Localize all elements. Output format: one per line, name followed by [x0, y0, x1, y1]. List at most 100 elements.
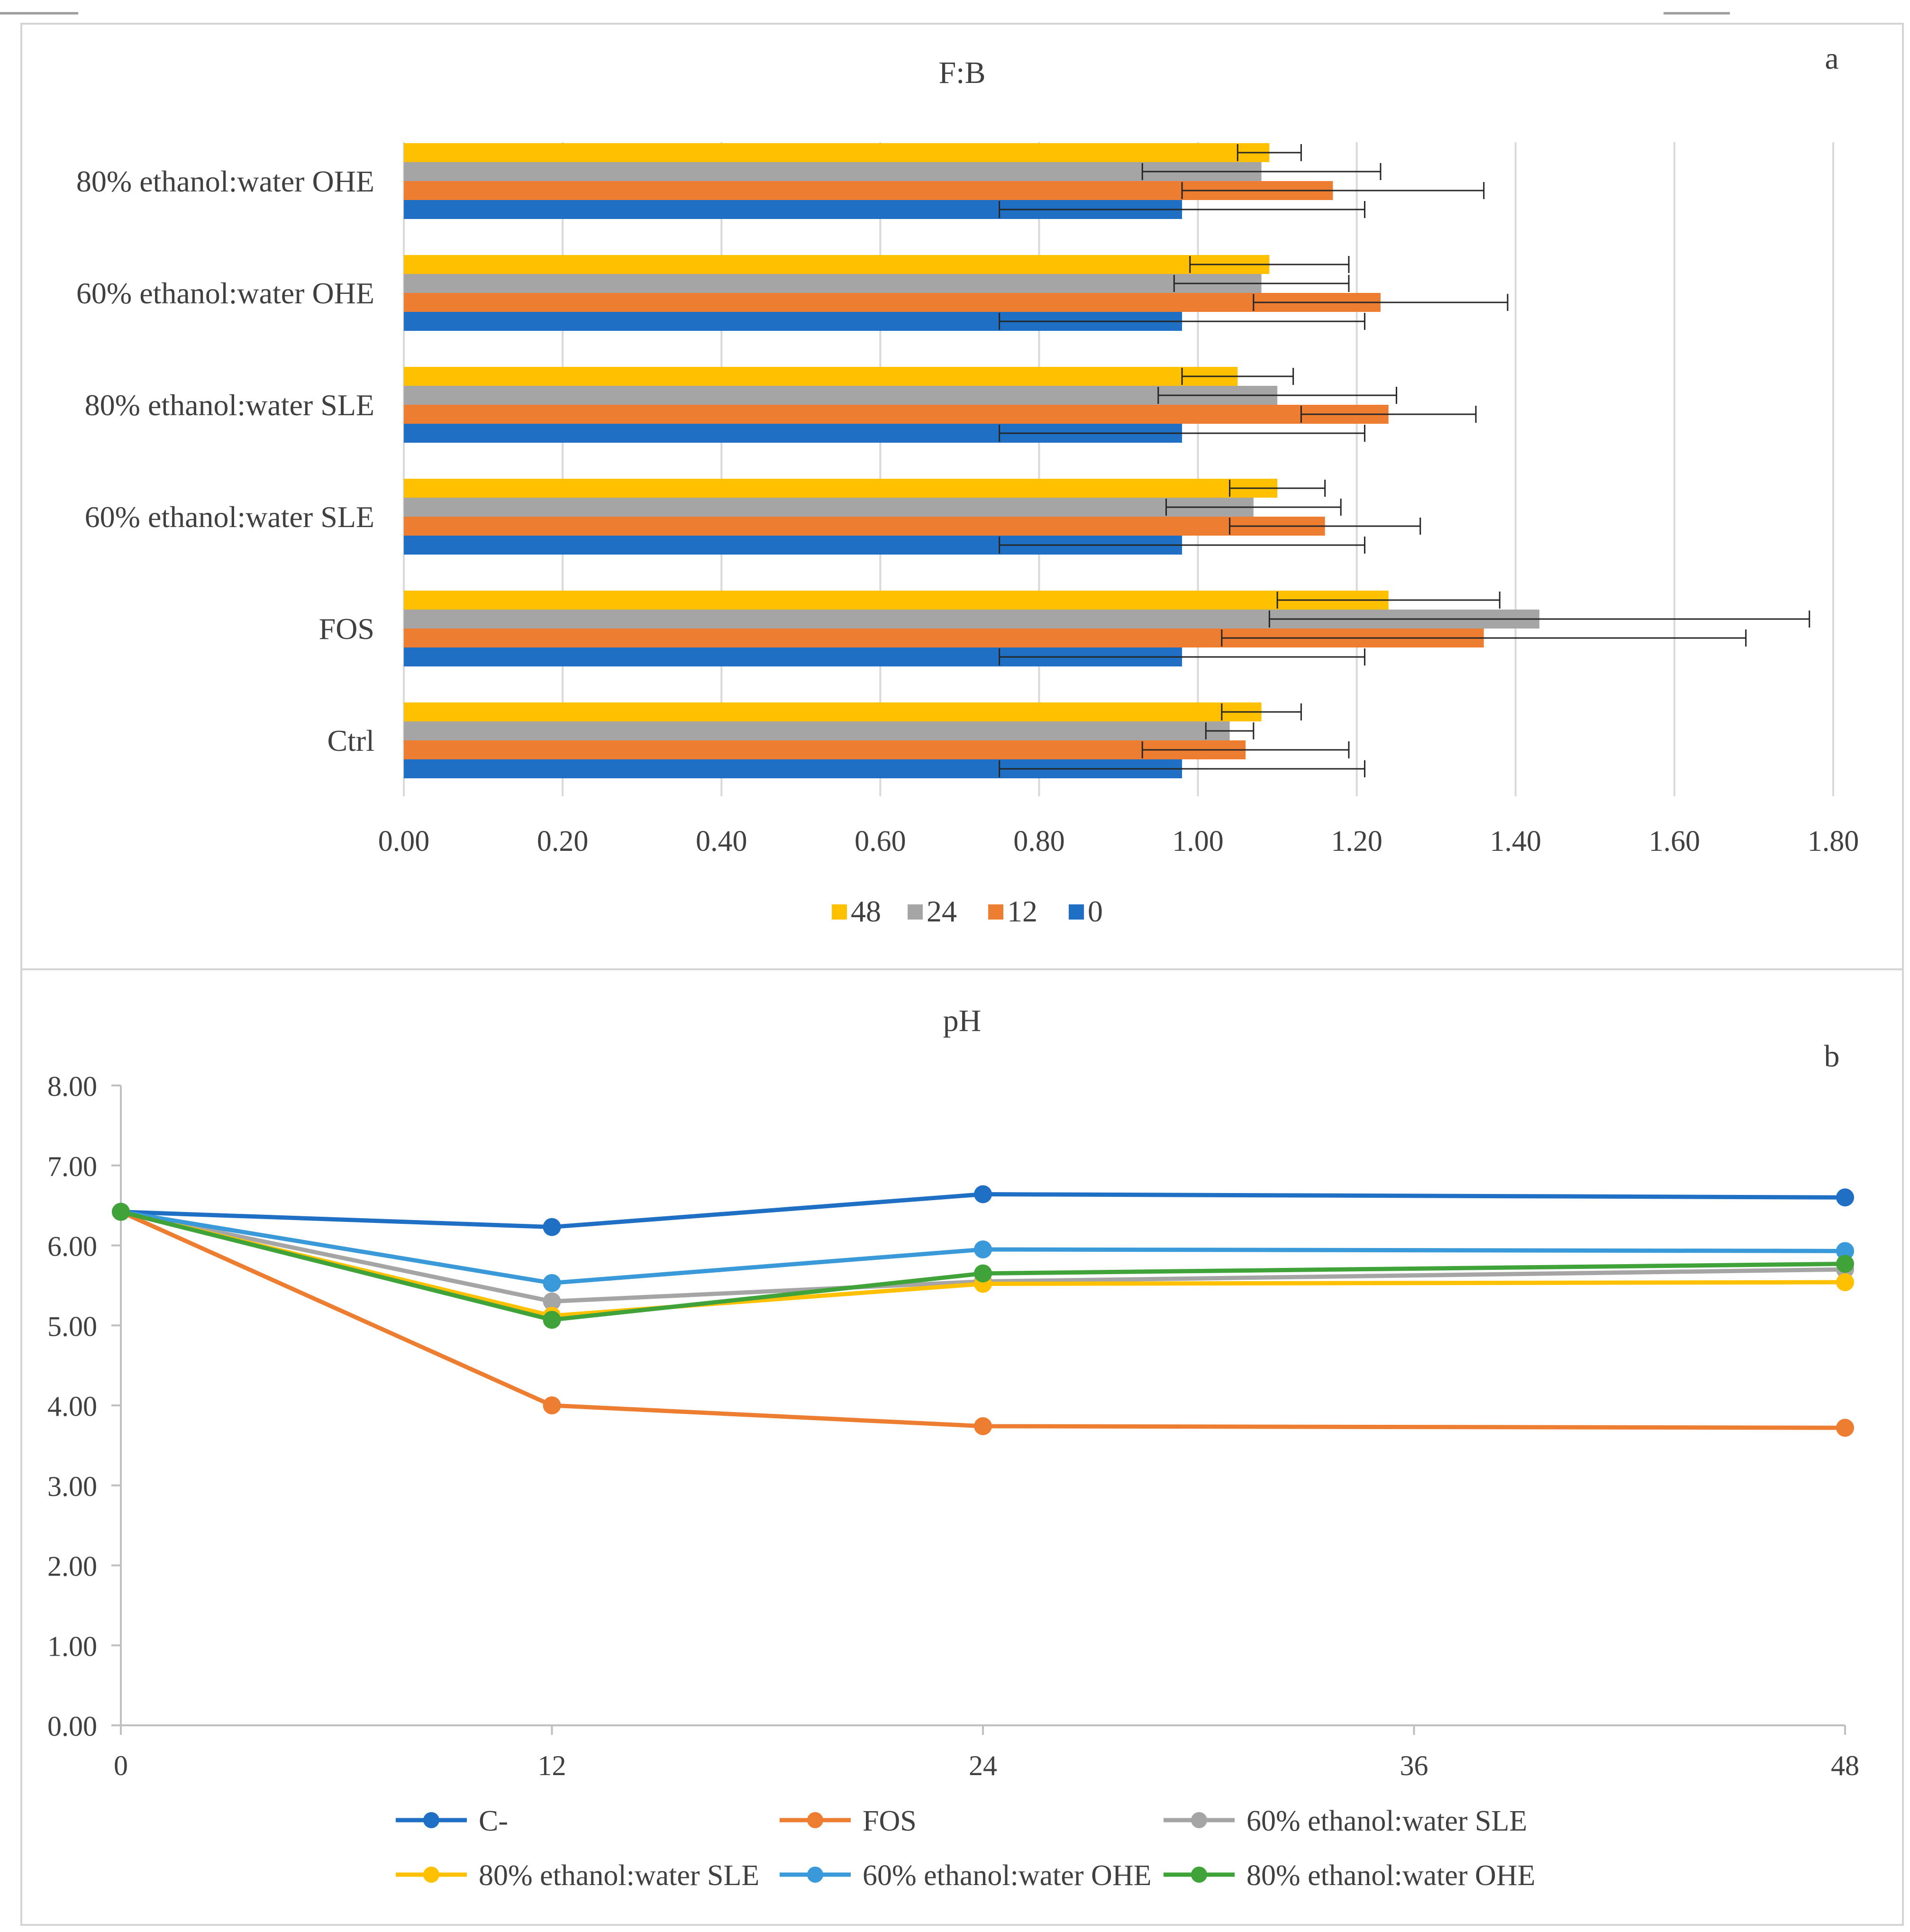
- error-bar-80-ethanol-water-ohe-t24: [1141, 163, 1382, 180]
- line-chart-panel: pH b 0.00 1.00 2.00 3.00 4.00 5.00 6.00 7.00 8.0…: [20, 968, 1904, 1926]
- bar-80-ethanol-water-sle-t48: [404, 367, 1238, 386]
- point-fos-x48: [1836, 1419, 1854, 1437]
- x-tick-label: 0.40: [696, 825, 747, 857]
- point-60-ethanol-water-ohe-x12: [543, 1274, 561, 1292]
- error-bar-60-ethanol-water-ohe-t24: [1173, 275, 1350, 292]
- bar-60-ethanol-water-ohe-t24: [404, 274, 1262, 293]
- error-bar-80-ethanol-water-sle-t12: [1300, 406, 1477, 423]
- y-tick-label: 6.00: [47, 1231, 97, 1262]
- x-tick-label: 36: [1400, 1750, 1428, 1781]
- y-tick-label: 5.00: [47, 1311, 97, 1342]
- error-bar-ctrl-t24: [1205, 722, 1255, 739]
- y-tick-label: 4.00: [47, 1391, 97, 1422]
- bar-80-ethanol-water-ohe-t12: [404, 181, 1333, 200]
- error-bar-80-ethanol-water-ohe-t0: [999, 201, 1365, 218]
- error-bar-60-ethanol-water-sle-t24: [1165, 499, 1342, 516]
- line-chart-series: [112, 1185, 1854, 1437]
- error-bar-60-ethanol-water-sle-t12: [1229, 518, 1421, 535]
- legend-marker: [807, 1812, 823, 1828]
- bar-80-ethanol-water-sle-t24: [404, 386, 1278, 405]
- x-tick-label: 1.40: [1490, 825, 1542, 857]
- bar-60-ethanol-water-sle-t12: [404, 517, 1325, 536]
- legend-item-c: C-: [396, 1805, 508, 1837]
- legend-label: 80% ethanol:water SLE: [479, 1859, 759, 1892]
- line-fos: [120, 1210, 1846, 1430]
- category-label-80-ethanol-water-sle: 80% ethanol:water SLE: [85, 388, 374, 422]
- point-fos-x12: [543, 1396, 561, 1414]
- bar-chart-panel: F:B a Ctrl FOS 60% ethanol:water SLE 80% et…: [20, 23, 1904, 970]
- bar-60-ethanol-water-ohe-t48: [404, 255, 1270, 274]
- point-80-ethanol-water-ohe-x12: [543, 1311, 561, 1329]
- point-80-ethanol-water-ohe-x24: [974, 1264, 992, 1283]
- y-tick-label: 3.00: [47, 1471, 97, 1502]
- error-bar-60-ethanol-water-ohe-t12: [1253, 294, 1509, 311]
- point-fos-x24: [974, 1417, 992, 1435]
- category-label-60-ethanol-water-sle: 60% ethanol:water SLE: [85, 500, 374, 534]
- x-tick-label: 1.20: [1331, 825, 1382, 857]
- x-tick-label: 0.00: [378, 825, 430, 857]
- legend-swatch-24: [908, 904, 923, 920]
- legend-label-48: 48: [851, 894, 881, 928]
- line-chart-axes: [111, 1084, 1846, 1735]
- x-tick-label: 1.00: [1172, 825, 1224, 857]
- bar-60-ethanol-water-ohe-t12: [404, 293, 1381, 312]
- bar-chart-title: F:B: [938, 55, 985, 90]
- error-bar-ctrl-t12: [1141, 741, 1350, 758]
- legend-item-60-ethanol-water-sle: 60% ethanol:water SLE: [1164, 1805, 1527, 1837]
- bar-80-ethanol-water-ohe-t48: [404, 143, 1270, 162]
- line-chart-y-tick-labels: 0.00 1.00 2.00 3.00 4.00 5.00 6.00 7.00 8.00: [47, 1071, 97, 1742]
- x-tick-label: 1.60: [1649, 825, 1701, 857]
- legend-swatch-12: [988, 904, 1003, 920]
- legend-marker: [423, 1867, 439, 1883]
- legend-item-60-ethanol-water-ohe: 60% ethanol:water OHE: [780, 1859, 1151, 1892]
- x-tick-label: 0.60: [855, 825, 906, 857]
- point-c-x48: [1836, 1188, 1854, 1207]
- legend-label-0: 0: [1088, 894, 1103, 928]
- point-c-x12: [543, 1218, 561, 1236]
- category-label-fos: FOS: [319, 612, 374, 646]
- x-tick-label: 0.80: [1013, 825, 1065, 857]
- legend-swatch-48: [832, 904, 847, 920]
- y-tick-label: 7.00: [47, 1151, 97, 1182]
- legend-item-fos: FOS: [780, 1805, 917, 1837]
- legend-label: 80% ethanol:water OHE: [1246, 1859, 1535, 1892]
- bar-ctrl-t48: [404, 702, 1262, 721]
- point-60-ethanol-water-ohe-x48: [1836, 1242, 1854, 1260]
- error-bar-ctrl-t48: [1221, 703, 1302, 720]
- x-tick-label: 12: [538, 1750, 566, 1781]
- legend-marker: [1191, 1867, 1207, 1883]
- panel-label-a: a: [1825, 41, 1838, 76]
- error-bar-60-ethanol-water-ohe-t48: [1189, 256, 1350, 273]
- bar-fos-t48: [404, 591, 1389, 610]
- legend-label: 60% ethanol:water OHE: [863, 1859, 1151, 1892]
- y-tick-label: 1.00: [47, 1631, 97, 1662]
- category-label-60-ethanol-water-ohe: 60% ethanol:water OHE: [76, 276, 374, 310]
- line-chart-frame: [20, 968, 1904, 1926]
- x-tick-label: 0: [114, 1750, 128, 1781]
- bar-chart-legend: 48 24 12 0: [832, 894, 1103, 928]
- error-bar-fos-t0: [999, 648, 1365, 665]
- line-60-ethanol-water-ohe: [120, 1210, 1846, 1285]
- line-chart-x-tick-labels: 0 12 24 36 48: [114, 1750, 1859, 1781]
- error-bar-ctrl-t0: [999, 760, 1365, 777]
- legend-swatch-0: [1069, 904, 1084, 920]
- line-80-ethanol-water-ohe: [120, 1210, 1846, 1322]
- bar-ctrl-t12: [404, 740, 1246, 759]
- legend-item-80-ethanol-water-sle: 80% ethanol:water SLE: [396, 1859, 759, 1892]
- y-tick-label: 8.00: [47, 1071, 97, 1102]
- point-80-ethanol-water-ohe-x48: [1836, 1255, 1854, 1273]
- panel-label-b: b: [1824, 1039, 1840, 1074]
- legend-label: FOS: [863, 1805, 917, 1837]
- error-bar-60-ethanol-water-sle-t48: [1229, 480, 1326, 497]
- bar-ctrl-t24: [404, 721, 1230, 740]
- point-80-ethanol-water-ohe-x0: [112, 1203, 130, 1221]
- x-tick-label: 1.80: [1808, 825, 1859, 857]
- error-bar-80-ethanol-water-sle-t0: [999, 425, 1365, 442]
- legend-label-12: 12: [1007, 894, 1037, 928]
- bar-chart-bars: [404, 143, 1540, 778]
- category-label-80-ethanol-water-ohe: 80% ethanol:water OHE: [76, 164, 374, 198]
- series-80-ethanol-water-ohe: [112, 1203, 1854, 1329]
- line-c: [120, 1192, 1846, 1230]
- legend-marker: [1191, 1812, 1207, 1828]
